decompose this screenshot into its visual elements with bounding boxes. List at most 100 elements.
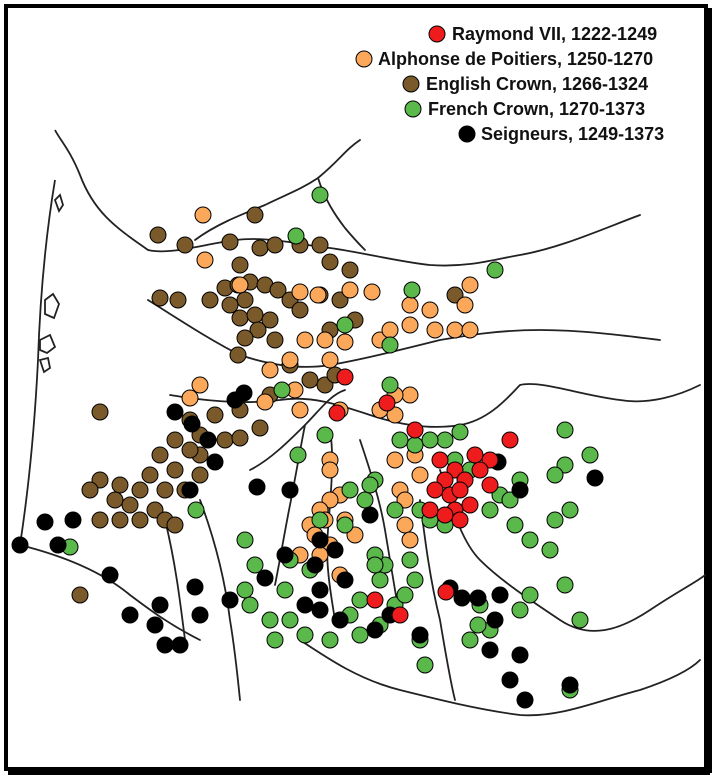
holding-marker-seigneurs — [191, 606, 209, 624]
holding-marker-seigneurs — [331, 611, 349, 629]
holding-marker-raymond — [461, 496, 479, 514]
holding-marker-seigneurs — [296, 596, 314, 614]
holding-marker-french — [236, 531, 254, 549]
holding-marker-english — [231, 429, 249, 447]
holding-marker-seigneurs — [311, 531, 329, 549]
holding-marker-alphonse — [411, 466, 429, 484]
holding-marker-seigneurs — [366, 621, 384, 639]
holding-marker-seigneurs — [181, 481, 199, 499]
holding-marker-english — [311, 236, 329, 254]
holding-marker-seigneurs — [281, 481, 299, 499]
holding-marker-seigneurs — [146, 616, 164, 634]
holding-marker-alphonse — [426, 321, 444, 339]
holding-marker-french — [276, 581, 294, 599]
holding-marker-alphonse — [261, 361, 279, 379]
holding-marker-raymond — [328, 404, 346, 422]
holding-marker-french — [421, 431, 439, 449]
holding-marker-english — [176, 236, 194, 254]
river-adour — [19, 544, 201, 641]
river-ariege — [419, 499, 456, 701]
holding-marker-french — [461, 631, 479, 649]
holding-marker-seigneurs — [101, 566, 119, 584]
holding-marker-seigneurs — [361, 506, 379, 524]
holding-marker-raymond — [421, 501, 439, 519]
holding-marker-french — [316, 426, 334, 444]
holding-marker-english — [71, 586, 89, 604]
holding-marker-french — [351, 626, 369, 644]
holding-marker-alphonse — [231, 276, 249, 294]
holding-marker-french — [386, 501, 404, 519]
holding-marker-english — [181, 441, 199, 459]
holding-marker-english — [149, 226, 167, 244]
holding-marker-english — [229, 346, 247, 364]
holding-marker-alphonse — [401, 296, 419, 314]
holding-marker-french — [296, 626, 314, 644]
atlantic-coastline — [19, 129, 149, 546]
holding-marker-french — [366, 556, 384, 574]
holding-marker-alphonse — [256, 393, 274, 411]
holding-marker-english — [221, 296, 239, 314]
holding-marker-seigneurs — [453, 589, 471, 607]
holding-marker-alphonse — [386, 451, 404, 469]
holding-marker-french — [546, 511, 564, 529]
holding-marker-raymond — [366, 591, 384, 609]
holding-marker-seigneurs — [586, 469, 604, 487]
holding-marker-seigneurs — [276, 546, 294, 564]
holding-marker-seigneurs — [186, 578, 204, 596]
holding-marker-french — [281, 611, 299, 629]
holding-marker-english — [121, 496, 139, 514]
river-gers — [164, 499, 241, 701]
holding-marker-english — [141, 466, 159, 484]
holding-marker-seigneurs — [486, 611, 504, 629]
holding-marker-english — [251, 239, 269, 257]
legend-item-french: French Crown, 1270-1373 — [404, 99, 645, 119]
legend-item-raymond: Raymond VII, 1222-1249 — [428, 24, 657, 44]
holding-marker-seigneurs — [516, 691, 534, 709]
holding-marker-english — [206, 406, 224, 424]
holding-marker-seigneurs — [199, 431, 217, 449]
holding-marker-raymond — [501, 431, 519, 449]
holding-marker-raymond — [451, 511, 469, 529]
holding-marker-english — [216, 431, 234, 449]
holding-marker-french — [556, 576, 574, 594]
holding-marker-seigneurs — [183, 415, 201, 433]
holding-marker-raymond — [436, 506, 454, 524]
holding-marker-french — [556, 421, 574, 439]
holding-marker-alphonse — [401, 531, 419, 549]
holding-marker-french — [403, 281, 421, 299]
holding-marker-english — [321, 253, 339, 271]
holding-marker-english — [249, 321, 267, 339]
holding-marker-french — [406, 571, 424, 589]
holding-marker-french — [416, 656, 434, 674]
legend-swatch-french — [404, 100, 422, 118]
holding-marker-alphonse — [181, 389, 199, 407]
holding-marker-seigneurs — [311, 601, 329, 619]
river-dordogne-north — [194, 139, 361, 241]
holding-marker-seigneurs — [36, 513, 54, 531]
holding-marker-french — [336, 516, 354, 534]
holding-marker-french — [511, 601, 529, 619]
holding-marker-french — [581, 446, 599, 464]
holding-marker-french — [451, 423, 469, 441]
legend-item-english: English Crown, 1266-1324 — [402, 74, 648, 94]
holding-marker-english — [221, 233, 239, 251]
holding-marker-english — [266, 331, 284, 349]
holding-marker-alphonse — [461, 276, 479, 294]
holding-marker-english — [106, 491, 124, 509]
holding-marker-french — [246, 556, 264, 574]
holding-marker-french — [311, 186, 329, 204]
holding-marker-english — [91, 403, 109, 421]
holding-marker-french — [311, 511, 329, 529]
holding-marker-french — [341, 481, 359, 499]
legend-swatch-alphonse — [355, 50, 373, 68]
holding-marker-seigneurs — [11, 536, 29, 554]
arcachon-islands — [38, 193, 64, 374]
holding-marker-seigneurs — [221, 591, 239, 609]
holding-marker-raymond — [471, 461, 489, 479]
holding-marker-seigneurs — [336, 571, 354, 589]
holding-marker-seigneurs — [151, 596, 169, 614]
river-pyrenees — [299, 639, 701, 717]
holding-marker-french — [336, 316, 354, 334]
